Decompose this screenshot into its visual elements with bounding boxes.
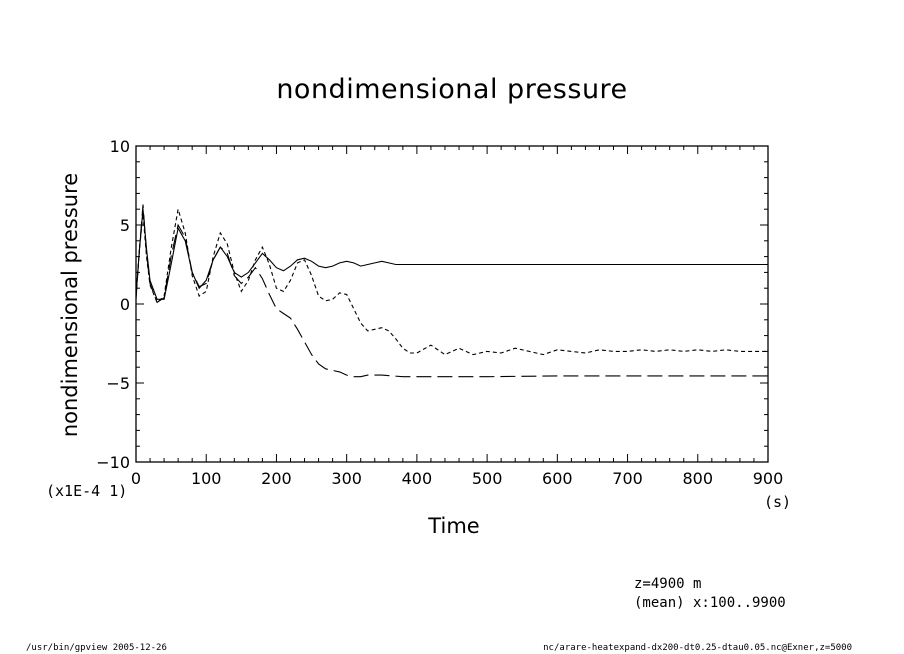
x-tick-label: 700 (612, 469, 643, 488)
tick-labels: 0 100 200 300 400 500 600 700 800 900 −10 −5 0 5 10 (96, 137, 783, 488)
x-tick-label: 900 (753, 469, 784, 488)
x-axis-label: Time (428, 514, 480, 538)
footer-program-date: /usr/bin/gpview 2005-12-26 (26, 643, 167, 653)
series-line-2-dashed (135, 209, 768, 356)
x-tick-label: 500 (472, 469, 503, 488)
series-lines (135, 204, 768, 378)
x-tick-label: 400 (402, 469, 433, 488)
y-tick-label: 0 (120, 295, 130, 314)
x-tick-label: 300 (331, 469, 362, 488)
annotation-mean-range: (mean) x:100..9900 (634, 595, 786, 611)
y-tick-label: −5 (106, 374, 130, 393)
ticks (135, 145, 769, 463)
y-axis-label: nondimensional pressure (58, 172, 82, 438)
x-tick-label: 800 (683, 469, 714, 488)
y-tick-label: −10 (96, 453, 130, 472)
plot-frame (135, 145, 769, 463)
y-tick-label: 5 (120, 216, 130, 235)
annotation-height: z=4900 m (634, 576, 702, 592)
x-tick-label: 0 (131, 469, 141, 488)
x-tick-label: 200 (261, 469, 292, 488)
series-line-3-long-dashed (135, 204, 768, 378)
footer-source-file: nc/arare-heatexpand-dx200-dt0.25-dtau0.0… (543, 643, 852, 653)
series-line-1-solid (135, 209, 768, 300)
x-tick-label: 100 (191, 469, 222, 488)
chart-title: nondimensional pressure (276, 74, 628, 105)
x-axis-units: (s) (764, 493, 792, 511)
y-tick-label: 10 (110, 137, 130, 156)
x-tick-label: 600 (542, 469, 573, 488)
y-scale-factor: (x1E-4 1) (46, 482, 128, 500)
